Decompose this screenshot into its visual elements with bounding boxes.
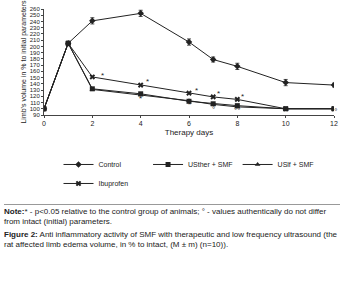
svg-text:110: 110 — [30, 100, 40, 106]
svg-text:*: * — [188, 100, 191, 109]
svg-text:230: 230 — [30, 25, 41, 31]
svg-text:USther + SMF: USther + SMF — [188, 161, 233, 168]
html-text:Figure 2: Anti inflammatory ac: Figure 2: Anti inflammatory activity of … — [4, 230, 337, 249]
svg-text:130: 130 — [30, 87, 41, 93]
html-text:Note: * - p<0.05 relative to t: Note: * - p<0.05 relative to the control… — [4, 207, 327, 226]
svg-text:220: 220 — [30, 31, 41, 37]
svg-text:150: 150 — [30, 75, 41, 81]
svg-text:Ibuprofen: Ibuprofen — [99, 180, 129, 188]
svg-text:*: * — [101, 71, 104, 80]
svg-text:°°: °° — [234, 106, 240, 115]
svg-text:Therapy days: Therapy days — [165, 128, 213, 137]
svg-text:170: 170 — [30, 62, 41, 68]
svg-text:200: 200 — [30, 44, 41, 50]
svg-text:260: 260 — [30, 6, 41, 12]
svg-text:°°: °° — [331, 107, 337, 116]
svg-text:90: 90 — [33, 112, 40, 118]
svg-text:2: 2 — [90, 120, 94, 127]
svg-text:*: * — [217, 89, 220, 98]
svg-text:210: 210 — [30, 37, 41, 43]
svg-text:Control: Control — [99, 161, 122, 168]
svg-text:250: 250 — [30, 12, 41, 18]
svg-text:Limb's volume in % to initial: Limb's volume in % to initial parameters — [20, 0, 28, 124]
svg-text:190: 190 — [30, 50, 41, 56]
svg-text:4: 4 — [139, 120, 143, 127]
svg-text:*: * — [139, 94, 142, 103]
svg-text:*: * — [195, 86, 198, 95]
svg-text:USlf + SMF: USlf + SMF — [278, 161, 314, 168]
svg-text:°: ° — [212, 105, 215, 114]
svg-text:8: 8 — [235, 120, 239, 127]
svg-text:180: 180 — [30, 56, 41, 62]
svg-text:12: 12 — [330, 120, 338, 127]
svg-text:°°: °° — [283, 107, 289, 116]
svg-text:*: * — [146, 77, 149, 86]
svg-text:*: * — [241, 92, 244, 101]
svg-text:0: 0 — [42, 120, 46, 127]
svg-text:120: 120 — [30, 93, 41, 99]
svg-text:100: 100 — [30, 106, 41, 112]
svg-text:10: 10 — [282, 120, 290, 127]
svg-text:140: 140 — [30, 81, 41, 87]
svg-text:240: 240 — [30, 19, 41, 25]
svg-text:6: 6 — [187, 120, 191, 127]
svg-text:160: 160 — [30, 68, 41, 74]
